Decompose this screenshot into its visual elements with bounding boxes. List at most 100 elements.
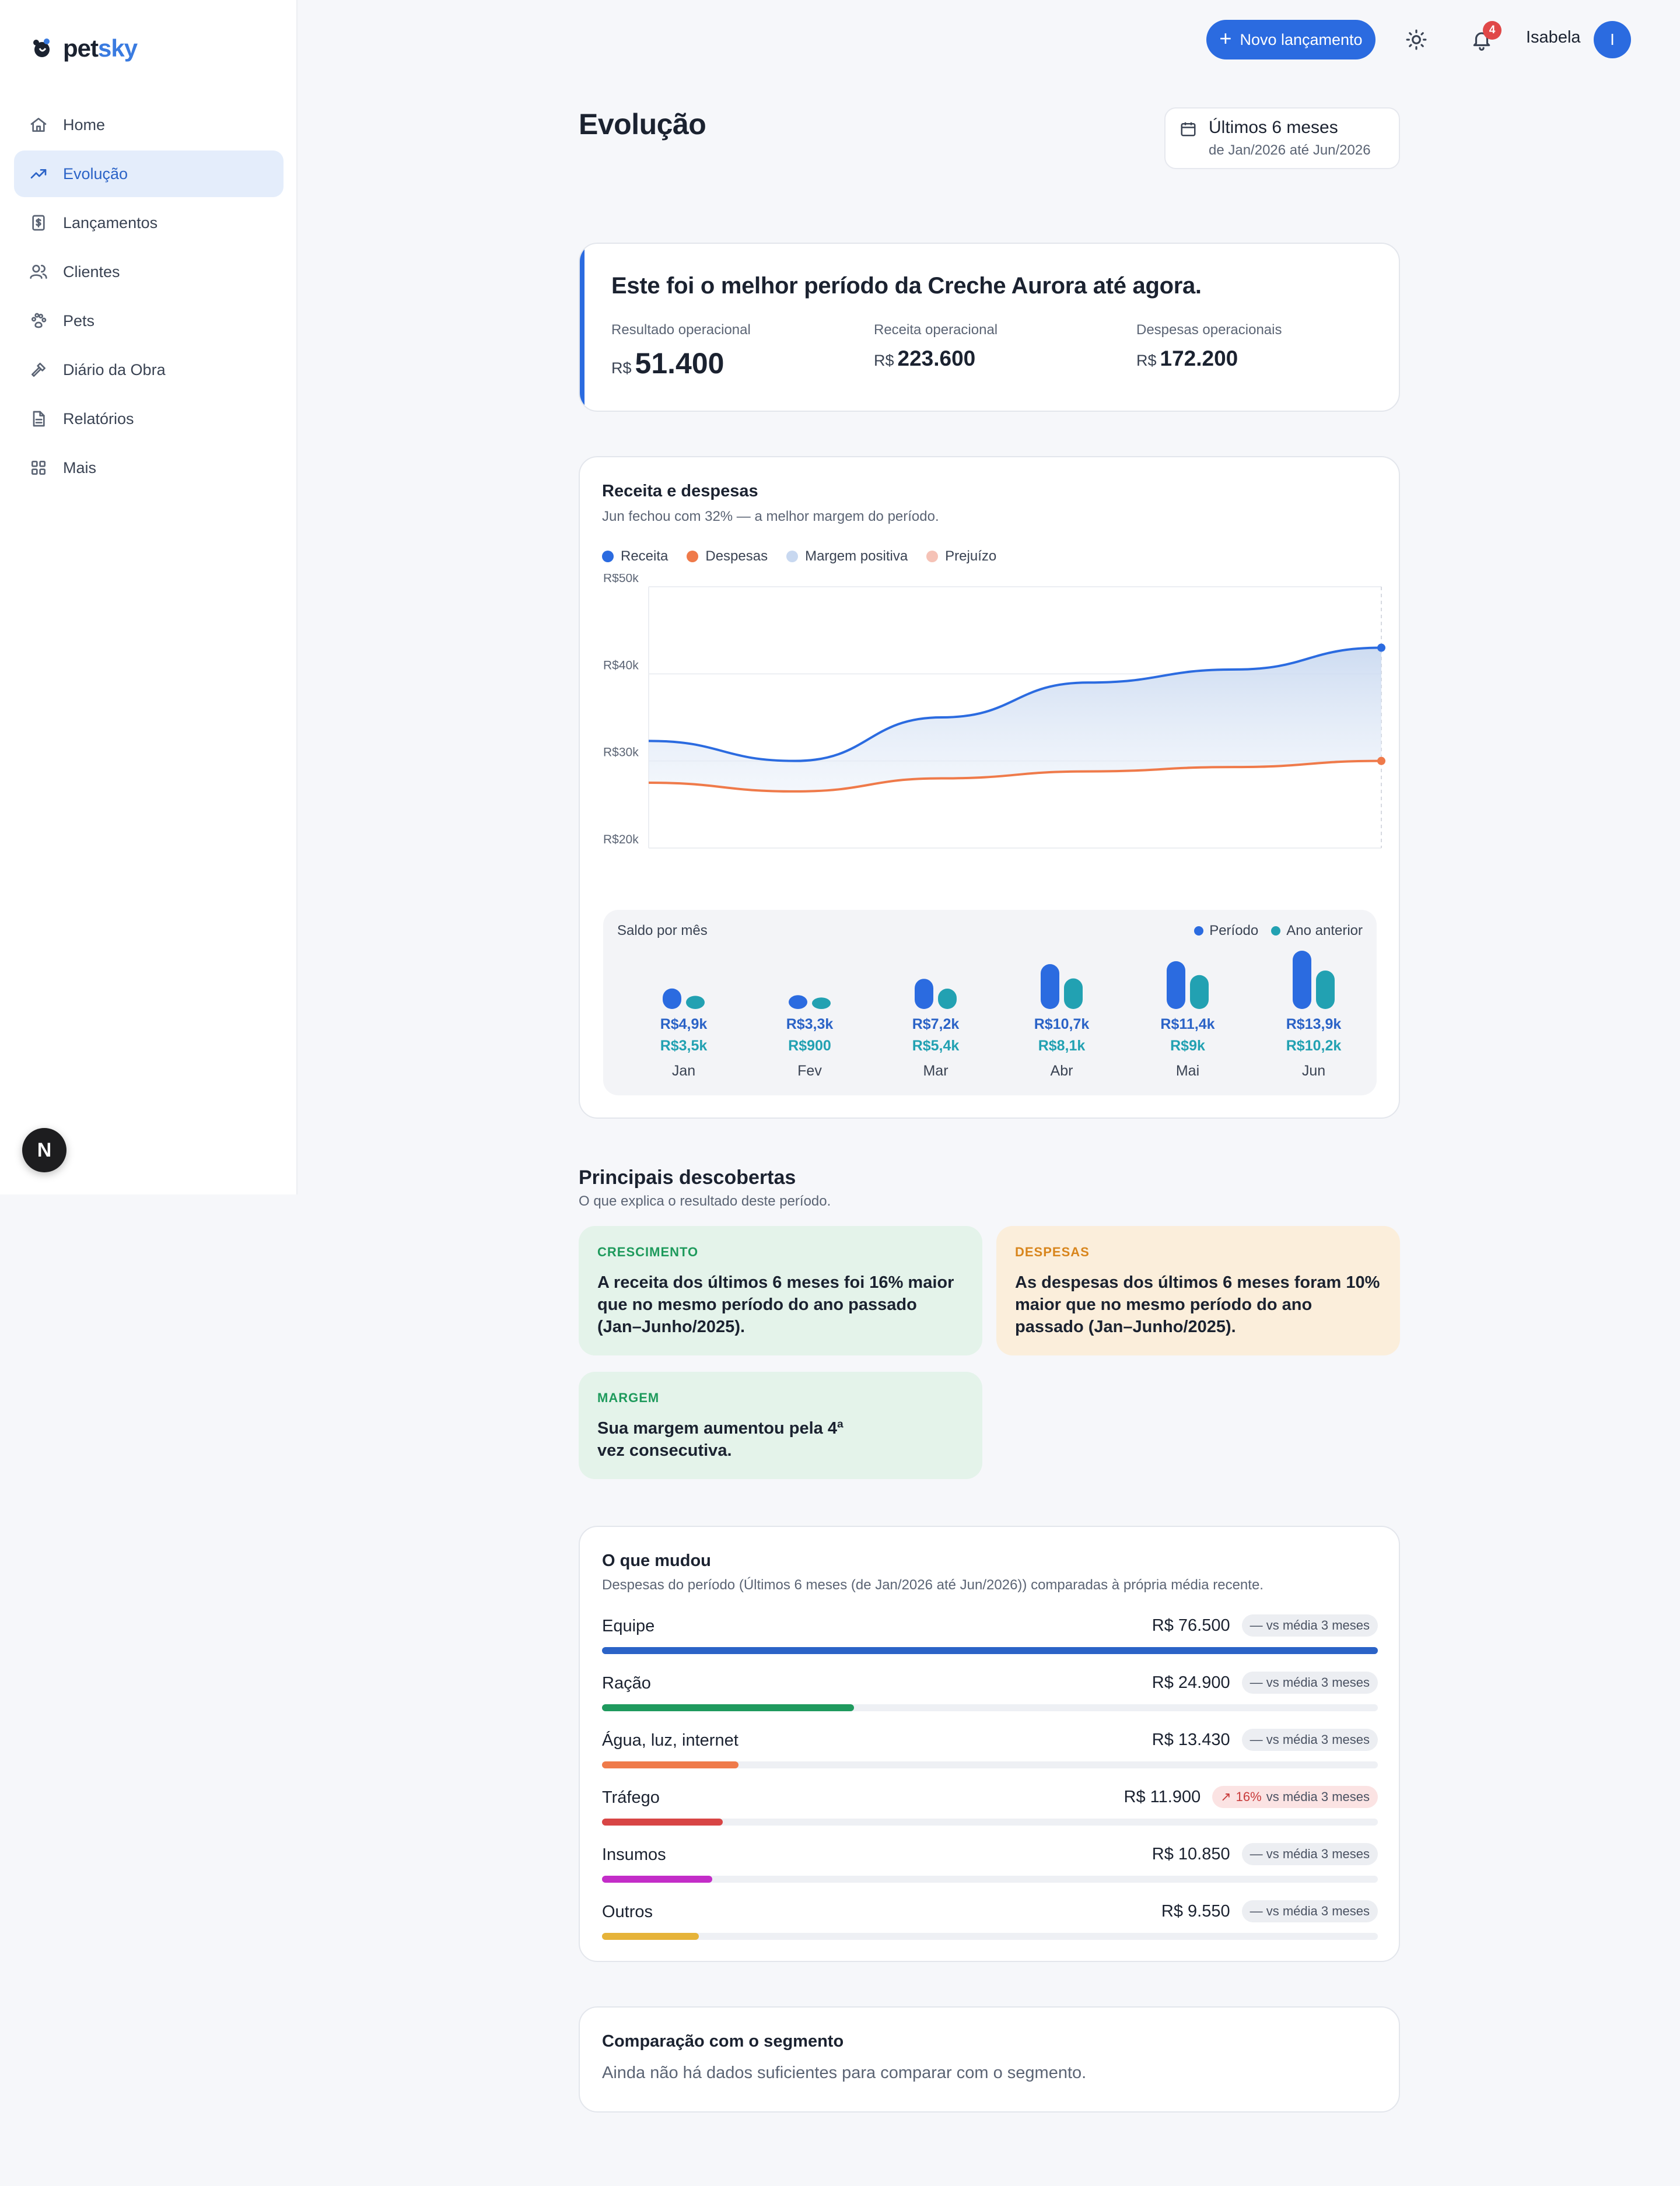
logo[interactable]: petsky (29, 34, 138, 63)
discovery-card-margem: MARGEM Sua margem aumentou pela 4ª vez c… (579, 1372, 982, 1479)
discovery-tag: DESPESAS (1015, 1245, 1090, 1259)
month-label: Jun (1301, 1063, 1326, 1079)
saldo-title: Saldo por mês (617, 923, 708, 938)
bar-ano-anterior[interactable] (812, 997, 831, 1009)
expense-value: R$ 76.500 (1152, 1616, 1230, 1635)
saldo-bar-chart (663, 951, 1335, 1009)
value-ano-anterior: R$5,4k (912, 1038, 960, 1054)
expense-row-outros: Outros R$ 9.550 — vs média 3 meses (602, 1900, 1378, 1955)
discovery-card-crescimento: CRESCIMENTO A receita dos últimos 6 mese… (579, 1226, 982, 1355)
date-range-main: Últimos 6 meses (1209, 118, 1338, 137)
sidebar-item-label: Home (63, 115, 106, 134)
logo-text: petsky (63, 34, 138, 62)
bar-periodo[interactable] (1293, 951, 1311, 1009)
sidebar-item-pets[interactable]: Pets (14, 297, 284, 344)
trend-pill: — vs média 3 meses (1241, 1729, 1378, 1751)
bar-ano-anterior[interactable] (1190, 975, 1209, 1009)
next-dev-badge[interactable]: N (22, 1128, 66, 1172)
mudou-subtitle: Despesas do período (Últimos 6 meses (de… (602, 1577, 1264, 1593)
discoveries-title: Principais descobertas (579, 1166, 796, 1189)
trending-up-icon (30, 169, 47, 178)
bar-periodo[interactable] (789, 995, 807, 1009)
bar-periodo[interactable] (915, 979, 933, 1009)
month-column: R$3,3k R$900 Fev (757, 1016, 862, 1080)
hammer-icon (32, 363, 46, 377)
bar-periodo[interactable] (1167, 961, 1185, 1009)
month-column: R$10,7k R$8,1k Abr (1009, 1016, 1114, 1080)
notification-count-badge: 4 (1483, 21, 1502, 40)
expense-bar-track (602, 1876, 1378, 1883)
bar-ano-anterior[interactable] (1316, 970, 1335, 1009)
legend-dot (1271, 926, 1281, 936)
expense-bar-fill (602, 1933, 699, 1940)
expense-bar-track (602, 1819, 1378, 1826)
trend-pill: — vs média 3 meses (1241, 1672, 1378, 1694)
margin-area (649, 647, 1381, 791)
sidebar-item-evolucao[interactable]: Evolução (14, 150, 284, 197)
trend-pill: — vs média 3 meses (1241, 1614, 1378, 1637)
y-tick-label: R$50k (603, 574, 639, 585)
month-column: R$13,9k R$10,2k Jun (1261, 1016, 1366, 1080)
discovery-text: Sua margem aumentou pela 4ª vez consecut… (597, 1419, 844, 1460)
theme-toggle-button[interactable] (1399, 22, 1434, 57)
value-ano-anterior: R$8,1k (1038, 1038, 1086, 1054)
home-icon (30, 118, 47, 132)
avatar[interactable]: I (1594, 21, 1631, 58)
chart-legend: Receita Despesas Margem positiva Prejuíz… (602, 548, 996, 565)
sidebar-item-mais[interactable]: Mais (14, 444, 284, 491)
despesas-last-point[interactable] (1377, 756, 1385, 765)
chart-subtitle: Jun fechou com 32% — a melhor margem do … (602, 509, 939, 524)
expense-bar-fill (602, 1647, 1378, 1654)
receita-last-point[interactable] (1377, 643, 1385, 652)
saldo-por-mes: Saldo por mês Período Ano anterior R$4,9… (603, 910, 1377, 1095)
sidebar-item-lancamentos[interactable]: Lançamentos (14, 199, 284, 246)
notifications-button[interactable]: 4 (1464, 21, 1502, 57)
kpi-value: R$ 172.200 (1136, 346, 1238, 370)
expense-row-trafego: Tráfego R$ 11.900 ↗ 16% vs média 3 meses (602, 1786, 1378, 1841)
expense-value: R$ 11.900 (1124, 1787, 1201, 1806)
bar-ano-anterior[interactable] (938, 989, 957, 1009)
expense-row-racao: Ração R$ 24.900 — vs média 3 meses (602, 1672, 1378, 1726)
expense-name: Insumos (602, 1845, 666, 1864)
segmento-title: Comparação com o segmento (602, 2032, 844, 2051)
bar-periodo[interactable] (663, 988, 681, 1009)
value-ano-anterior: R$900 (788, 1038, 831, 1054)
legend-margem-positiva[interactable]: Margem positiva (786, 548, 908, 565)
sidebar-item-home[interactable]: Home (14, 101, 284, 148)
legend-prejuizo[interactable]: Prejuízo (926, 548, 996, 565)
expense-row-agua-luz-internet: Água, luz, internet R$ 13.430 — vs média… (602, 1729, 1378, 1784)
legend-despesas[interactable]: Despesas (687, 548, 768, 565)
bar-ano-anterior[interactable] (1064, 978, 1083, 1009)
legend-receita[interactable]: Receita (602, 548, 668, 565)
new-entry-button[interactable]: + Novo lançamento (1206, 20, 1376, 59)
month-label: Mai (1175, 1063, 1200, 1079)
discovery-text: As despesas dos últimos 6 meses foram 10… (1015, 1273, 1380, 1336)
expense-right: R$ 13.430 — vs média 3 meses (1152, 1729, 1378, 1751)
sidebar-item-diario-da-obra[interactable]: Diário da Obra (14, 346, 284, 393)
sidebar-item-label: Diário da Obra (63, 360, 166, 379)
revenue-expenses-card: Receita e despesas Jun fechou com 32% — … (579, 456, 1400, 1119)
date-range-selector[interactable]: Últimos 6 meses de Jan/2026 até Jun/2026 (1164, 107, 1400, 169)
value-periodo: R$11,4k (1160, 1016, 1215, 1032)
bar-periodo[interactable] (1041, 964, 1059, 1009)
sidebar-item-clientes[interactable]: Clientes (14, 248, 284, 295)
mudou-title: O que mudou (602, 1551, 711, 1570)
sidebar-item-label: Relatórios (63, 409, 134, 428)
value-ano-anterior: R$10,2k (1286, 1038, 1342, 1054)
discovery-card-despesas: DESPESAS As despesas dos últimos 6 meses… (996, 1226, 1400, 1355)
hero-summary-card: Este foi o melhor período da Creche Auro… (579, 243, 1400, 412)
expense-bar-track (602, 1704, 1378, 1711)
expense-bar-track (602, 1933, 1378, 1940)
legend-dot (602, 551, 614, 562)
legend-dot (786, 551, 799, 562)
grid-icon (31, 461, 46, 475)
kpi-despesas: Despesas operacionais R$ 172.200 (1136, 322, 1282, 371)
kpi-value: R$ 51.400 (611, 347, 724, 380)
user-name[interactable]: Isabela (1526, 28, 1581, 47)
receipt-icon (32, 215, 45, 231)
expense-value: R$ 9.550 (1161, 1901, 1230, 1921)
sidebar-item-relatorios[interactable]: Relatórios (14, 395, 284, 442)
y-tick-label: R$30k (603, 746, 639, 759)
bar-ano-anterior[interactable] (686, 996, 705, 1009)
sidebar-item-label: Mais (63, 458, 97, 477)
